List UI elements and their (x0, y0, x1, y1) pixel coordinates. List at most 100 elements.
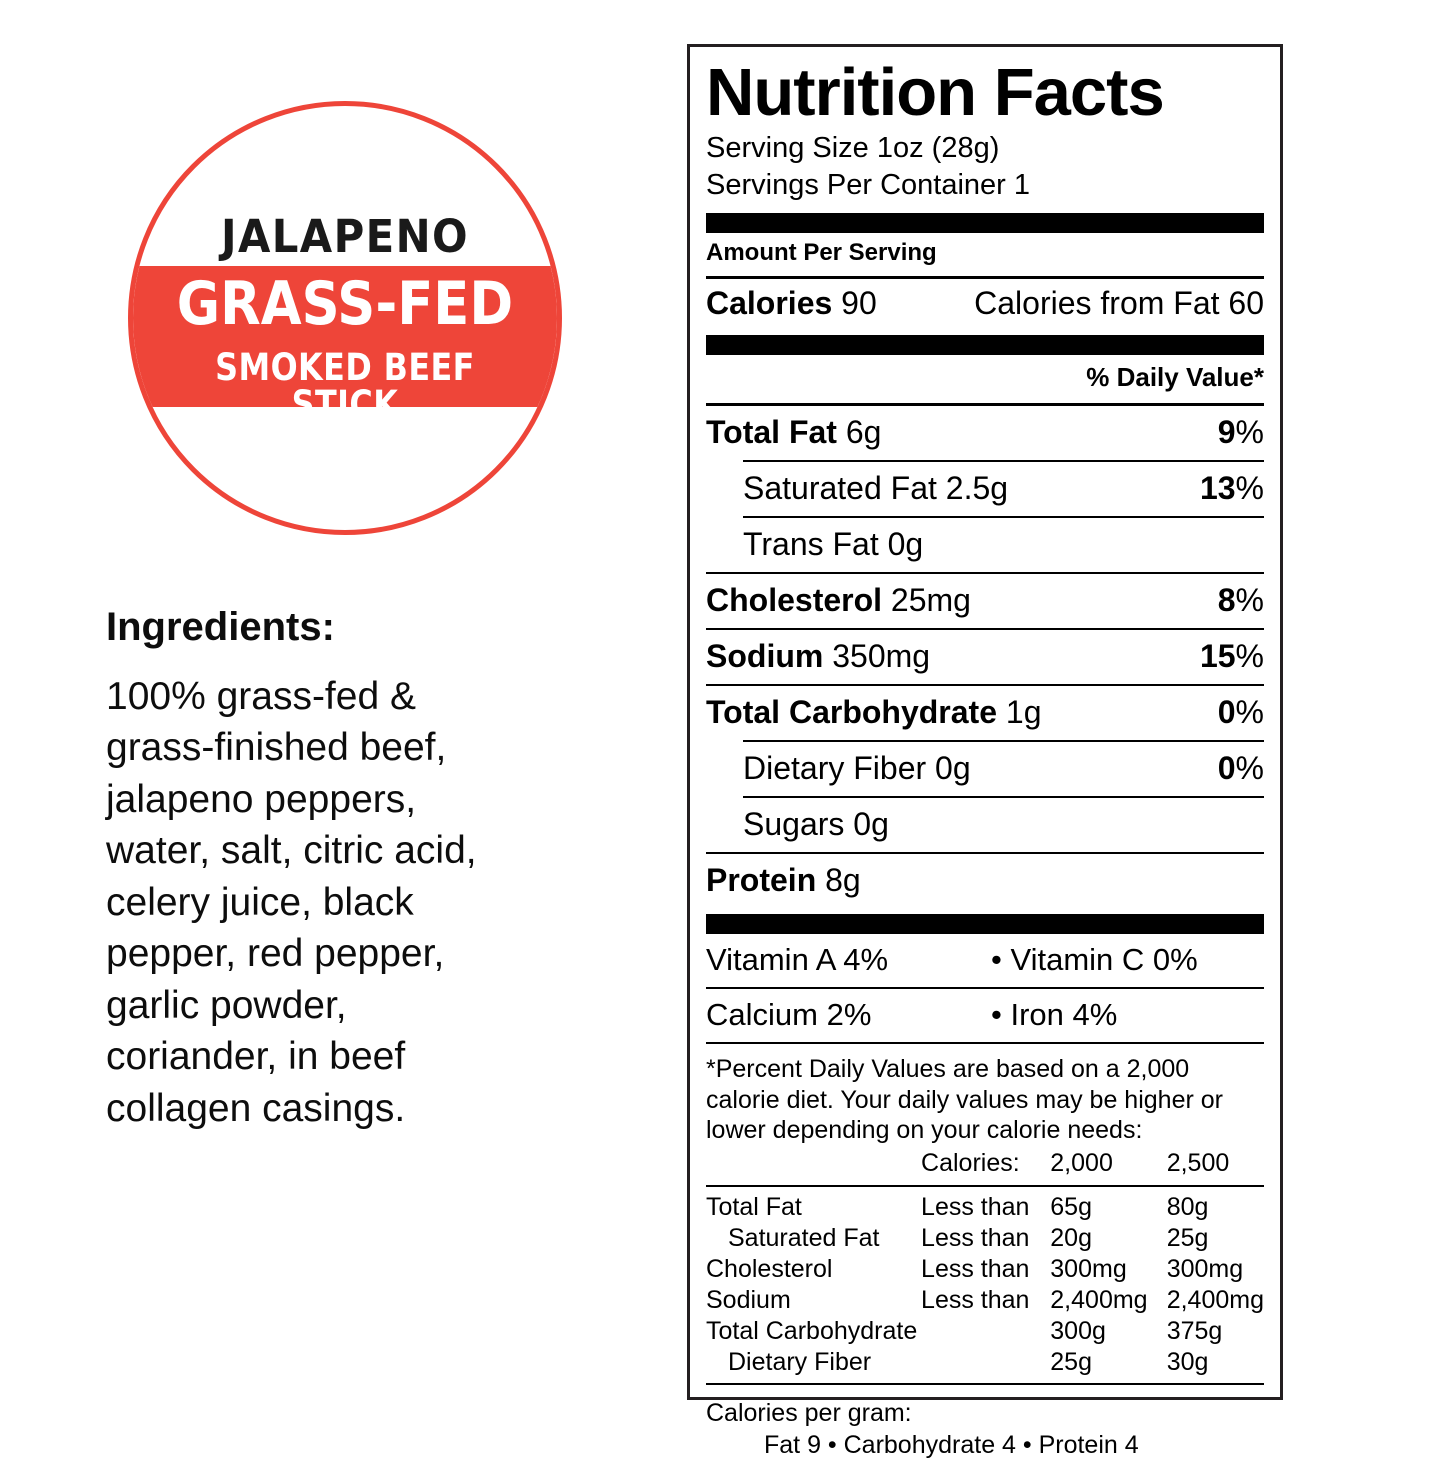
calories-value-wrap: 90 (832, 285, 877, 322)
dv-table-header-cell: 2,000 (1050, 1148, 1113, 1177)
dv-table-header-cell: 2,500 (1166, 1148, 1230, 1177)
dv-value-2500: 375g (1166, 1316, 1223, 1345)
nutrient-label: Total Carbohydrate 1g (706, 694, 1041, 731)
divider-thick-top (706, 213, 1264, 234)
dv-value-2000: 20g (1050, 1223, 1092, 1252)
dv-value-2500: 300mg (1166, 1254, 1244, 1283)
calories-per-gram-values: Fat 9 • Carbohydrate 4 • Protein 4 (764, 1431, 1139, 1460)
nutrient-row: Total Carbohydrate 1g 0% (706, 686, 1264, 740)
calories-per-gram-label: Calories per gram: (706, 1398, 912, 1427)
dv-table-header-row: Calories: 2,000 2,500 (706, 1148, 1264, 1179)
protein-name: Protein (706, 862, 817, 899)
dv-qualifier: Less than (921, 1223, 1030, 1252)
nutrient-amount: Sugars 0g (743, 806, 889, 843)
daily-value-header: % Daily Value* (1086, 362, 1264, 393)
calories-per-gram-block: Calories per gram: Fat 9 • Carbohydrate … (706, 1389, 1264, 1462)
divider-above-calories (706, 276, 1264, 280)
dv-value-2000: 300mg (1050, 1254, 1127, 1283)
nutrition-facts-panel: Nutrition Facts Serving Size 1oz (28g) S… (687, 44, 1283, 1459)
divider-full (706, 684, 1264, 687)
dv-nutrient: Dietary Fiber (728, 1347, 872, 1376)
vitamin-left-value: Vitamin A 4% (706, 942, 889, 978)
nutrient-label: Sugars 0g (706, 806, 889, 843)
nutrient-label: Cholesterol 25mg (706, 582, 971, 619)
protein-amount: 8g (816, 862, 861, 899)
dv-table-header-cell: Calories: (921, 1148, 1020, 1177)
dv-value-2500: 2,400mg (1166, 1285, 1264, 1314)
dv-nutrient: Cholesterol (706, 1254, 833, 1283)
nutrient-label: Trans Fat 0g (706, 526, 923, 563)
calories-row: Calories 90 Calories from Fat 60 (706, 279, 1264, 329)
dv-nutrient: Sodium (706, 1285, 791, 1314)
calories-left: Calories 90 (706, 285, 877, 322)
divider-full (706, 572, 1264, 575)
dv-qualifier: Less than (921, 1285, 1030, 1314)
nutrient-daily-value: 8% (1217, 582, 1264, 619)
nutrient-name: Sodium (706, 638, 824, 675)
divider-indented (743, 516, 1264, 519)
badge-grass-fed-label: GRASS-FED (176, 269, 514, 339)
vitamin-row: Vitamin A 4% • Vitamin C 0% (706, 934, 1264, 987)
dv-value-2000: 65g (1050, 1192, 1092, 1221)
dv-nutrient: Total Carbohydrate (706, 1316, 918, 1345)
nutrient-daily-value: 0% (1217, 694, 1264, 731)
dv-qualifier (921, 1347, 1050, 1378)
dv-table-header-cell (706, 1148, 921, 1179)
vitamin-rows-container: Vitamin A 4% • Vitamin C 0% Calcium 2% • Ir… (706, 934, 1264, 1045)
nutrient-row: Total Fat 6g 9% (706, 406, 1264, 460)
nutrient-amount: 350mg (823, 638, 931, 675)
divider-indented (743, 796, 1264, 799)
dv-value-2000: 25g (1050, 1347, 1092, 1376)
nutrient-amount: Saturated Fat 2.5g (743, 470, 1009, 507)
nutrient-label: Saturated Fat 2.5g (706, 470, 1008, 507)
dv-qualifier (921, 1316, 1050, 1347)
dv-table-row: Saturated Fat Less than 20g 25g (706, 1223, 1264, 1254)
protein-row: Protein 8g (706, 854, 1264, 908)
badge-product-type-label: SMOKED BEEF STICK (215, 346, 475, 426)
nutrient-daily-value: 13% (1199, 470, 1264, 507)
divider-full (706, 987, 1264, 990)
nutrient-daily-value: 15% (1199, 638, 1264, 675)
badge-flavor-label: JALAPENO (220, 210, 470, 263)
nutrient-row: Sugars 0g (706, 798, 1264, 852)
calories-value: 90 (841, 285, 877, 322)
dv-table-separator (706, 1179, 1264, 1192)
daily-value-footnote: *Percent Daily Values are based on a 2,0… (706, 1055, 1223, 1145)
vitamin-row: Calcium 2% • Iron 4% (706, 989, 1264, 1042)
divider-full (706, 852, 1264, 855)
nutrition-facts-title: Nutrition Facts (706, 55, 1165, 130)
dv-table-row: Total Fat Less than 65g 80g (706, 1192, 1264, 1223)
nutrient-name: Total Fat (706, 414, 837, 451)
nutrient-rows-container: Total Fat 6g 9% Saturated Fat 2.5g 13% Trans… (706, 406, 1264, 855)
dv-nutrient: Total Fat (706, 1192, 802, 1221)
nutrient-label: Sodium 350mg (706, 638, 930, 675)
vitamin-left-value: Calcium 2% (706, 997, 872, 1033)
divider-thick-above-vitamins (706, 914, 1264, 935)
nutrient-daily-value: 0% (1217, 750, 1264, 787)
dv-table-row: Sodium Less than 2,400mg 2,400mg (706, 1285, 1264, 1316)
ingredients-text: 100% grass-fed & grass-finished beef, ja… (106, 675, 477, 1130)
ingredients-block: Ingredients: 100% grass-fed & grass-fini… (106, 605, 546, 1134)
nutrient-amount: 6g (836, 414, 882, 451)
calories-label: Calories (706, 285, 833, 322)
divider-indented (743, 740, 1264, 743)
divider-indented (743, 460, 1264, 463)
nutrient-row: Dietary Fiber 0g 0% (706, 742, 1264, 796)
amount-per-serving-label: Amount Per Serving (706, 239, 937, 267)
nutrient-row: Saturated Fat 2.5g 13% (706, 462, 1264, 516)
divider-full (706, 1042, 1264, 1045)
product-badge: JALAPENO GRASS-FED SMOKED BEEF STICK (128, 101, 562, 535)
nutrient-amount: 25mg (882, 582, 971, 619)
divider-thick-below-calories (706, 335, 1264, 356)
dv-value-2000: 2,400mg (1050, 1285, 1148, 1314)
dv-value-2500: 25g (1166, 1223, 1209, 1252)
badge-accent-stripe (133, 266, 557, 407)
dv-value-2500: 30g (1166, 1347, 1209, 1376)
vitamin-right-value: • Iron 4% (991, 997, 1118, 1033)
nutrient-row: Cholesterol 25mg 8% (706, 574, 1264, 628)
product-info-column: JALAPENO GRASS-FED SMOKED BEEF STICK Ing… (0, 0, 660, 1445)
dv-qualifier: Less than (921, 1254, 1030, 1283)
calories-from-fat: Calories from Fat 60 (974, 285, 1264, 322)
daily-value-reference-table: Calories: 2,000 2,500 Total Fat Less than 65g… (706, 1148, 1264, 1378)
divider-full (706, 628, 1264, 631)
